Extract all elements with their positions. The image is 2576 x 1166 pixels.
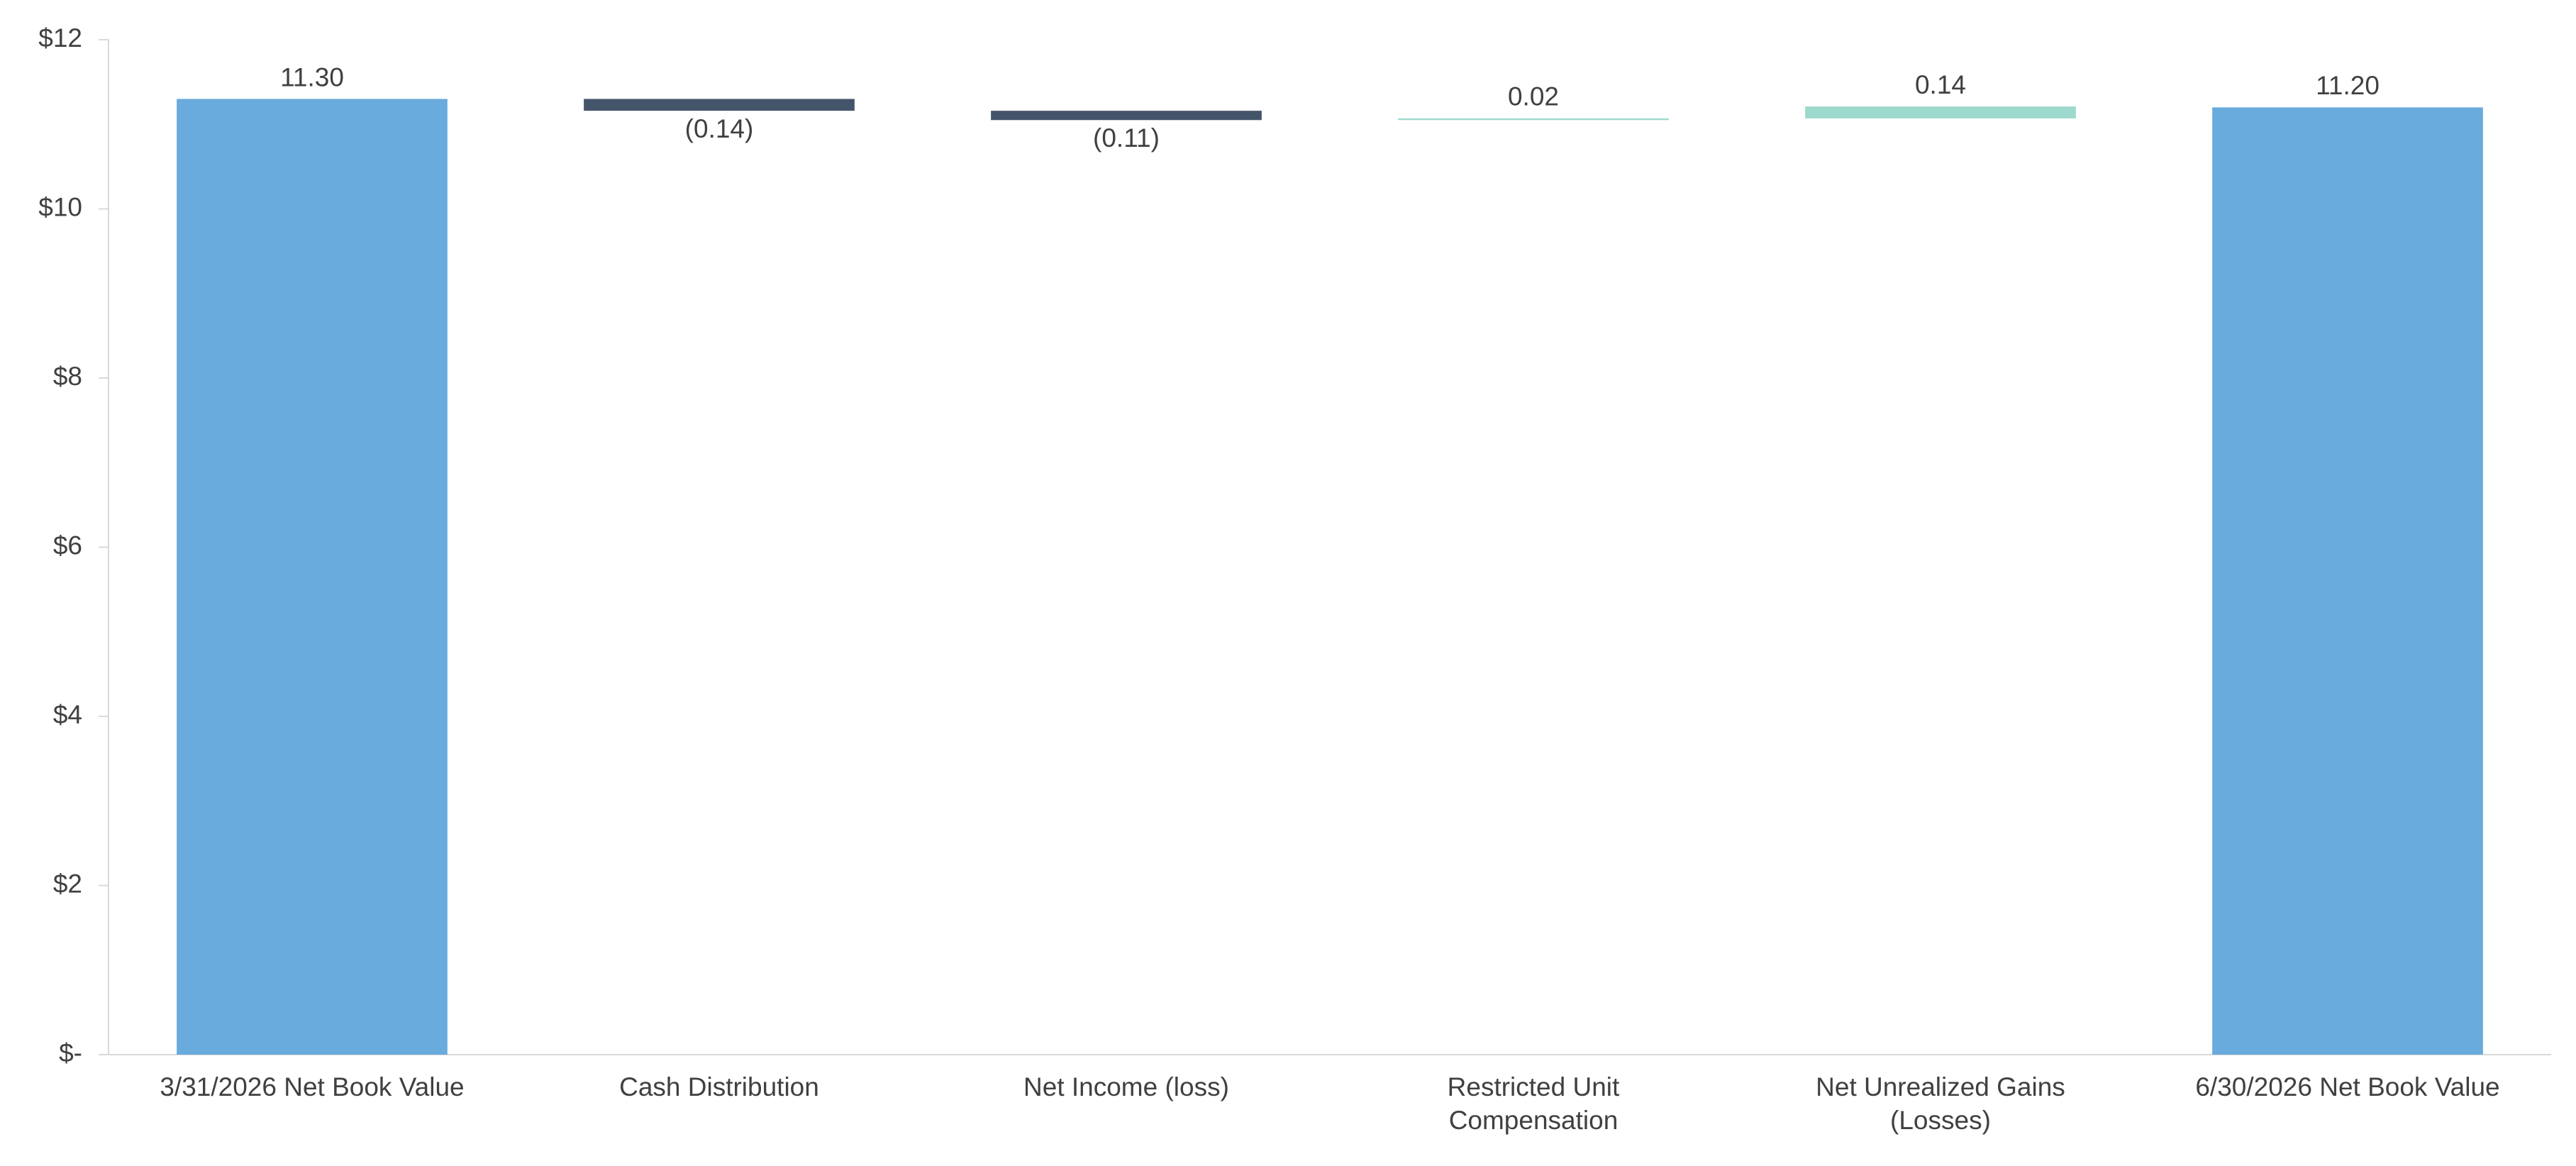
y-tick-label: $4 — [53, 700, 82, 729]
bar — [991, 111, 1262, 121]
bar — [2212, 107, 2483, 1055]
value-label: 0.02 — [1508, 82, 1559, 111]
y-tick-label: $6 — [53, 531, 82, 560]
y-tick-label: $- — [59, 1038, 82, 1067]
x-tick-label: Net Income (loss) — [1023, 1072, 1229, 1101]
y-tick-label: $12 — [38, 23, 82, 52]
bar — [1398, 118, 1669, 121]
value-label: (0.14) — [685, 114, 754, 143]
value-label: (0.11) — [1093, 123, 1160, 152]
value-label: 0.14 — [1915, 70, 1966, 99]
y-tick-label: $2 — [53, 869, 82, 898]
value-label: 11.20 — [2316, 71, 2380, 100]
bar — [177, 99, 448, 1055]
x-tick-label: 6/30/2026 Net Book Value — [2195, 1072, 2500, 1101]
x-tick-label: 3/31/2026 Net Book Value — [160, 1072, 465, 1101]
bar — [1805, 106, 2076, 118]
y-tick-label: $10 — [38, 192, 82, 221]
value-label: 11.30 — [280, 62, 344, 91]
bar — [584, 99, 855, 111]
x-tick-label: Cash Distribution — [619, 1072, 819, 1101]
x-tick-label: Restricted Unit Compensation — [1447, 1072, 1620, 1135]
y-tick-label: $8 — [53, 362, 82, 391]
x-tick-label: Net Unrealized Gains (Losses) — [1816, 1072, 2065, 1135]
